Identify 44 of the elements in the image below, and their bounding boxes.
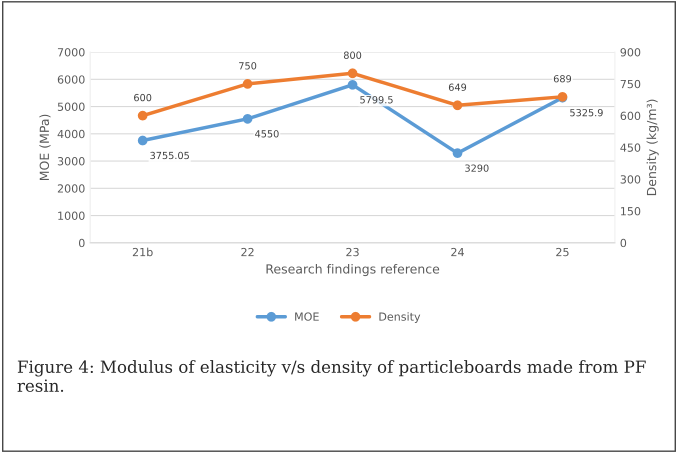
- y2-tick-label: 150: [621, 206, 640, 216]
- data-label: 5799.5: [360, 96, 393, 104]
- point: [452, 148, 462, 158]
- point: [348, 68, 358, 78]
- y2-tick-label: 300: [620, 175, 640, 184]
- caption: Figure 4: Modulus of elasticity v/s density of particleboards made from PF resin.: [18, 360, 646, 392]
- x-tick-label: 24: [451, 248, 464, 256]
- y-tick-label: 2000: [58, 184, 85, 193]
- y2-tick-label: 600: [620, 112, 640, 120]
- x-axis-title: Research findings reference: [266, 264, 440, 276]
- y-tick-label: 3000: [58, 157, 85, 166]
- y2-tick-label: 900: [620, 48, 640, 56]
- y2-tick-label: 750: [620, 80, 640, 88]
- y-tick-label: 5000: [58, 102, 85, 111]
- data-label: 600: [134, 94, 152, 102]
- y-tick-label: 7000: [58, 48, 85, 56]
- point: [452, 100, 462, 110]
- data-label: 800: [344, 52, 362, 59]
- x-tick-label: 25: [556, 248, 569, 256]
- data-label: 5325.9: [570, 108, 603, 116]
- y-tick-label: 6000: [58, 75, 85, 84]
- y-axis-title: MOE (MPa): [39, 114, 51, 180]
- y2-tick-label: 0: [620, 238, 626, 248]
- x-tick-label: 21b: [132, 248, 153, 256]
- x-tick-label: 23: [346, 248, 359, 256]
- legend-label: Density: [379, 312, 420, 323]
- y-tick-label: 1000: [58, 212, 85, 220]
- y-tick-label: 4000: [58, 130, 85, 138]
- point: [242, 79, 252, 89]
- y2-tick-label: 450: [620, 143, 640, 152]
- data-label: 750: [239, 62, 256, 70]
- data-label: 689: [554, 75, 572, 82]
- data-label: 649: [448, 84, 466, 91]
- point: [138, 110, 148, 121]
- x-tick-label: 22: [241, 248, 254, 256]
- point: [348, 80, 358, 90]
- data-label: 4550: [255, 130, 279, 138]
- legend-label: MOE: [295, 312, 319, 321]
- point: [242, 114, 252, 124]
- y2-axis-title: Density (kg/m³): [646, 100, 659, 196]
- data-label: 3290: [465, 164, 489, 172]
- point: [138, 136, 148, 146]
- y-tick-label: 0: [78, 238, 85, 248]
- data-label: 3755.05: [150, 152, 189, 160]
